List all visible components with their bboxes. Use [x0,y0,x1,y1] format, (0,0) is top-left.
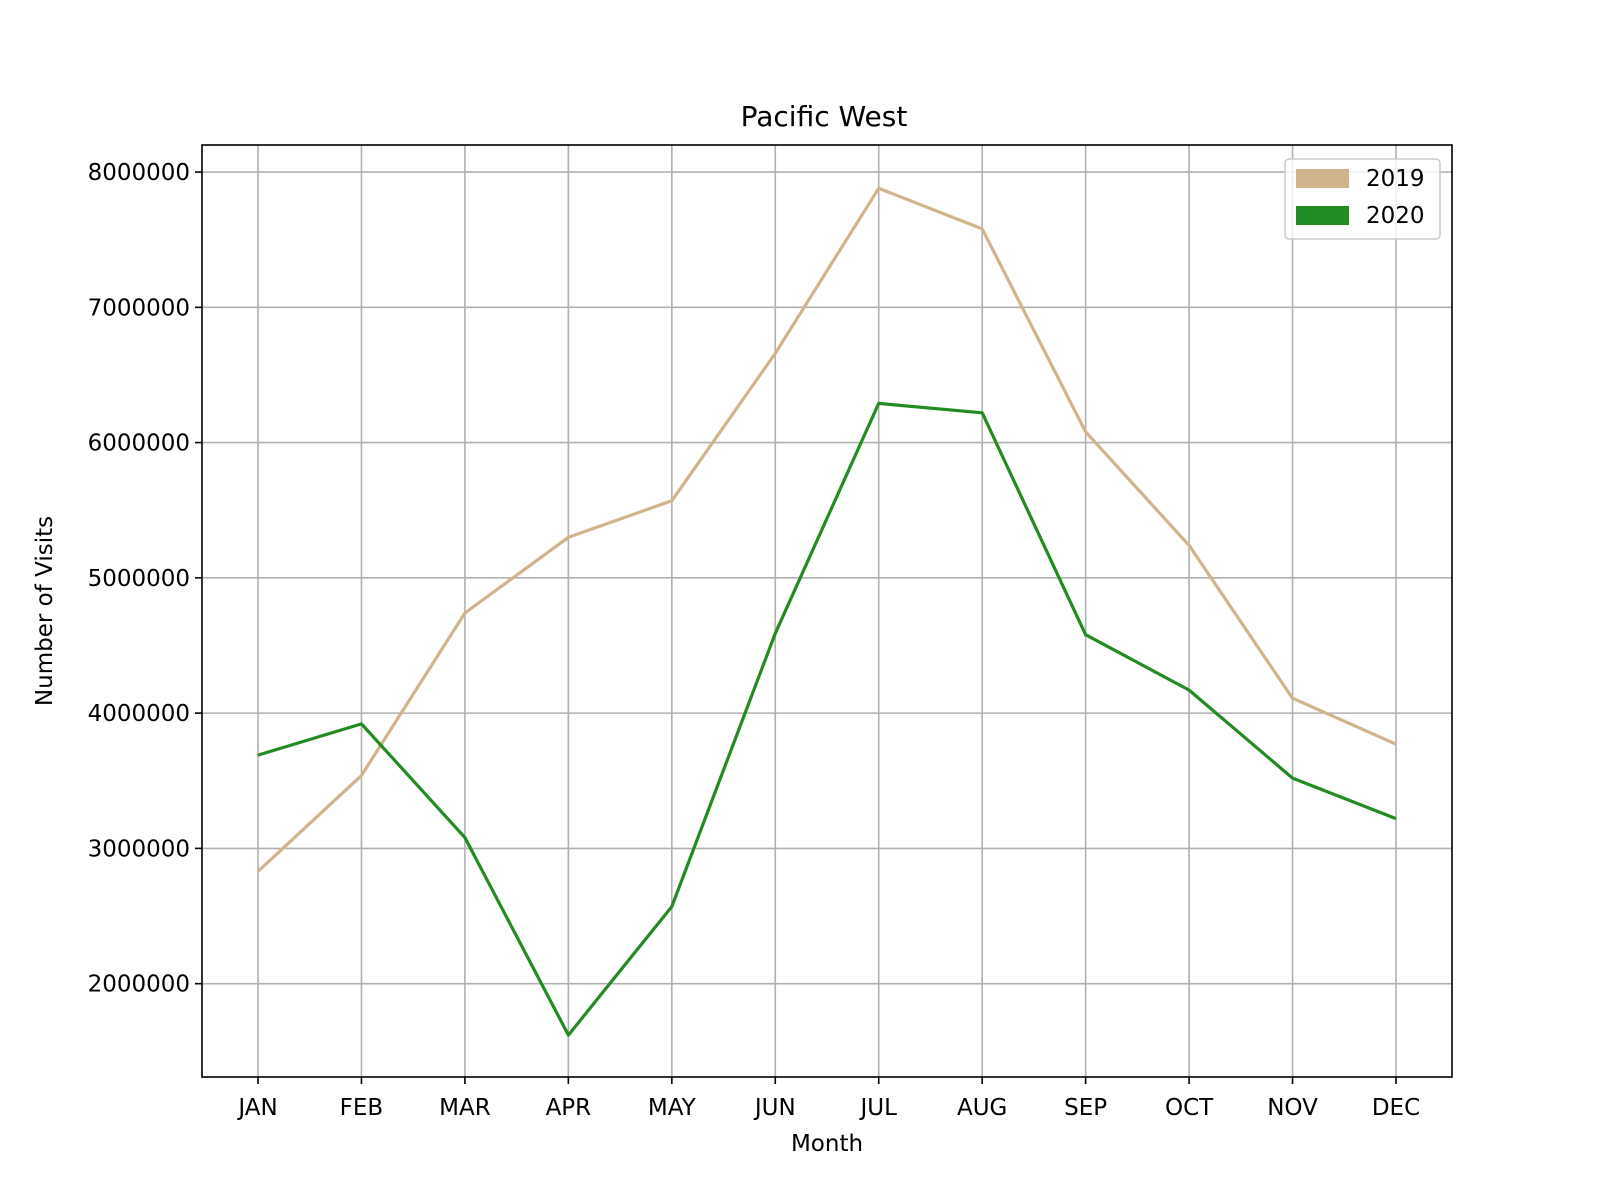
x-axis-ticks: JAN FEB MAR APR MAY JUN JUL AUG SEP OCT NOV DEC [236,1077,1420,1121]
y-tick-label: 3000000 [88,836,190,862]
legend-label-2020: 2020 [1366,203,1425,229]
y-tick-label: 7000000 [88,295,190,321]
x-tick-label: MAY [648,1095,697,1121]
x-tick-label: APR [546,1095,592,1121]
y-tick-label: 5000000 [88,566,190,592]
legend-swatch-2019 [1296,169,1349,188]
x-tick-label: MAR [439,1095,491,1121]
x-tick-label: SEP [1064,1095,1107,1121]
plot-frame [201,144,1453,1078]
x-tick-label: FEB [340,1095,384,1121]
x-tick-label: JUL [859,1095,898,1121]
legend-label-2019: 2019 [1366,166,1425,192]
y-tick-label: 8000000 [88,160,190,186]
legend-swatch-2020 [1296,206,1349,225]
y-axis-ticks: 2000000 3000000 4000000 5000000 6000000 70000… [88,160,202,998]
x-tick-label: JAN [236,1095,277,1121]
x-tick-label: AUG [957,1095,1007,1121]
series-line-2020 [257,401,1397,1037]
y-axis-label: Number of Visits [32,516,58,706]
grid [202,145,1452,1077]
y-tick-label: 6000000 [88,431,190,457]
x-tick-label: OCT [1165,1095,1214,1121]
series-lines [256,186,1397,1037]
x-tick-label: JUN [753,1095,796,1121]
x-tick-label: NOV [1267,1095,1318,1121]
legend: 2019 2020 [1284,158,1441,240]
y-tick-label: 4000000 [88,701,190,727]
x-axis-label: Month [791,1131,863,1157]
chart-title: Pacific West [741,100,908,133]
y-tick-label: 2000000 [88,972,190,998]
series-line-2019 [256,186,1397,873]
x-tick-label: DEC [1372,1095,1420,1121]
